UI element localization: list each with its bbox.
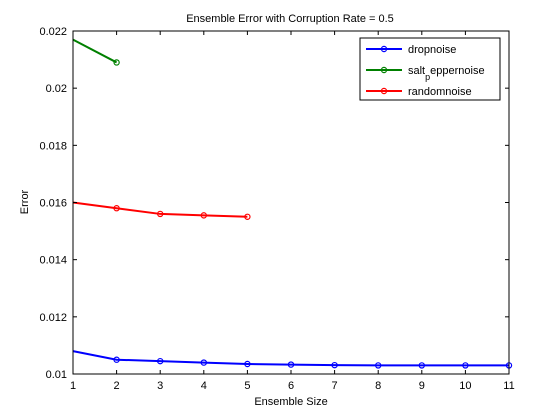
x-tick-label: 4 — [201, 380, 207, 392]
data-point-randomnoise — [113, 205, 120, 212]
y-axis: 0.01 0.012 0.014 0.016 0.018 0.02 0.022 — [39, 26, 509, 381]
data-point-dropnoise — [375, 362, 382, 369]
data-point-salt-peppernoise — [113, 59, 120, 66]
legend-label-salt-peppernoise: saltpeppernoise — [408, 65, 485, 82]
data-point-dropnoise — [331, 361, 338, 369]
y-tick-label: 0.022 — [39, 26, 67, 38]
legend-marker-randomnoise — [380, 87, 388, 95]
legend-marker-salt-peppernoise — [380, 66, 388, 74]
x-tick-label: 8 — [375, 380, 381, 392]
x-tick-label: 10 — [459, 380, 471, 392]
y-axis-title: Error — [19, 189, 31, 214]
x-tick-label: 5 — [244, 380, 250, 392]
legend-label-randomnoise: randomnoise — [408, 86, 472, 98]
legend-label-dropnoise: dropnoise — [408, 44, 456, 56]
data-point-randomnoise — [200, 212, 207, 219]
legend-marker-dropnoise — [380, 45, 388, 53]
x-axis-title: Ensemble Size — [254, 396, 327, 408]
x-tick-label: 6 — [288, 380, 294, 392]
data-point-dropnoise — [287, 361, 295, 368]
x-tick-label: 2 — [114, 380, 120, 392]
x-tick-label: 1 — [70, 380, 76, 392]
x-tick-label: 9 — [419, 380, 425, 392]
data-point-dropnoise — [200, 359, 207, 366]
data-point-dropnoise — [244, 360, 251, 368]
y-tick-label: 0.014 — [39, 255, 67, 267]
y-tick-label: 0.016 — [39, 198, 67, 210]
x-tick-label: 3 — [157, 380, 163, 392]
y-tick-label: 0.01 — [46, 369, 67, 381]
data-point-dropnoise — [113, 356, 120, 363]
series-layer — [72, 38, 513, 369]
y-tick-label: 0.02 — [46, 83, 67, 95]
data-point-dropnoise — [462, 362, 469, 369]
series-line-salt-peppernoise — [72, 38, 118, 64]
legend: dropnoise saltpeppernoise randomnoise — [359, 37, 501, 101]
x-axis: 1 2 3 4 5 6 7 8 9 10 11 — [70, 31, 515, 392]
x-tick-label: 7 — [332, 380, 338, 392]
y-tick-label: 0.012 — [39, 312, 67, 324]
data-point-dropnoise — [156, 357, 164, 365]
data-point-randomnoise — [156, 210, 164, 218]
y-tick-label: 0.018 — [39, 140, 67, 152]
series-line-dropnoise — [72, 350, 509, 367]
chart-title: Ensemble Error with Corruption Rate = 0.… — [186, 13, 394, 25]
data-point-dropnoise — [418, 362, 425, 369]
data-point-randomnoise — [244, 213, 251, 220]
x-tick-label: 11 — [503, 380, 514, 392]
series-line-randomnoise — [72, 201, 248, 218]
